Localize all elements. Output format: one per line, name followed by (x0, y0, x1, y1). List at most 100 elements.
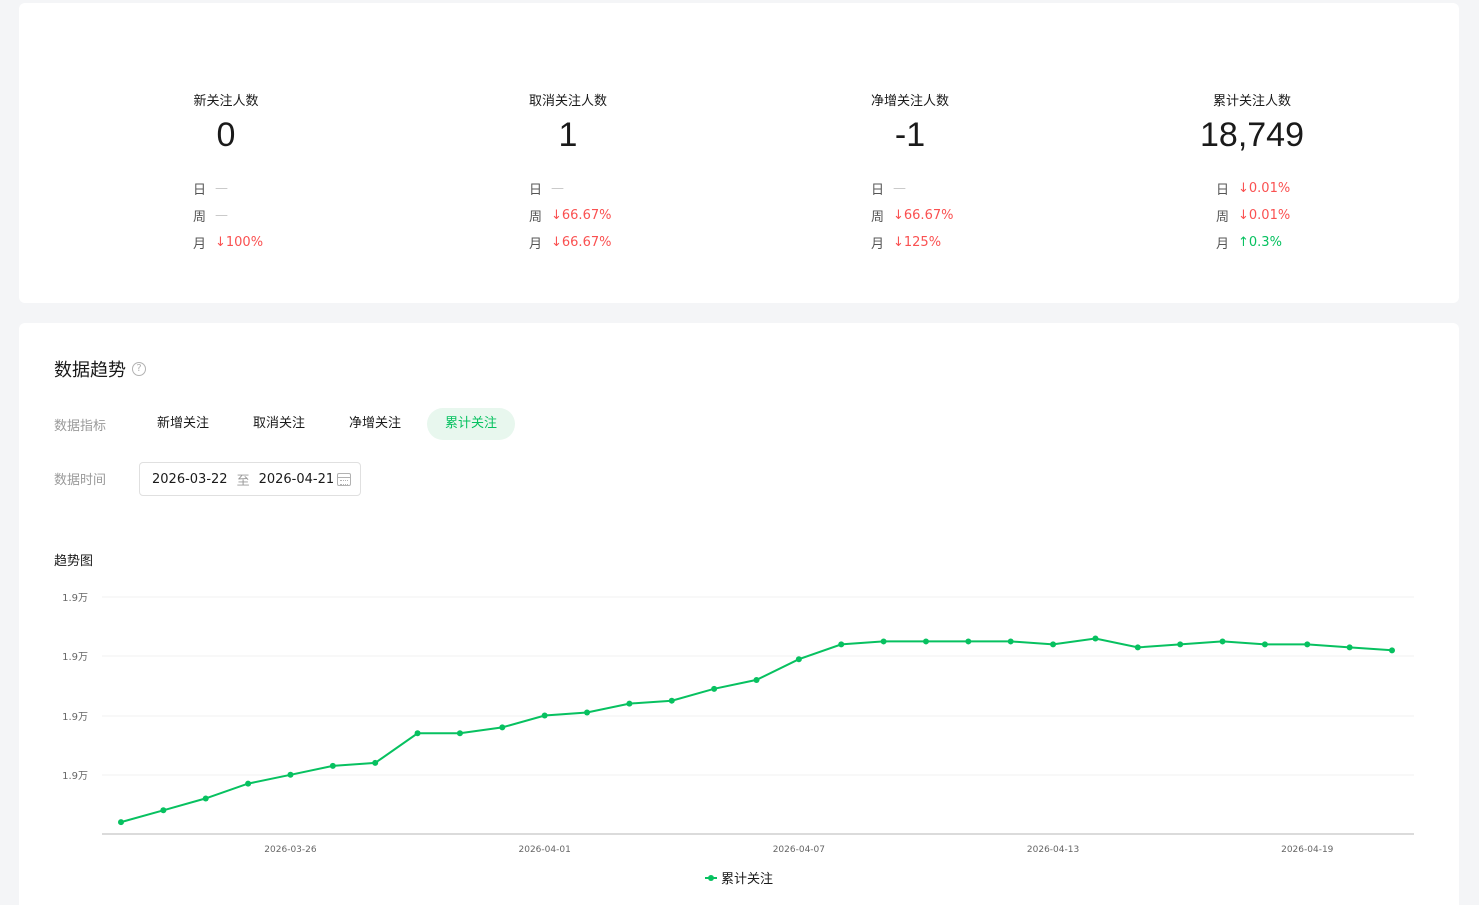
data-point (541, 712, 548, 719)
data-point (202, 795, 209, 802)
x-tick-label: 2026-04-13 (1027, 845, 1079, 855)
row-label: 月 (871, 237, 885, 252)
y-tick-label: 1.9万 (62, 652, 88, 663)
data-point (287, 771, 294, 778)
stat-row-day: 日 — (871, 175, 953, 202)
data-point (965, 638, 972, 645)
stat-rows: 日 ↓0.01% 周 ↓0.01% 月 ↑0.3% (1216, 175, 1290, 256)
data-point (1346, 644, 1353, 651)
data-point (795, 656, 802, 663)
data-point (1389, 647, 1395, 654)
date-separator: 至 (236, 473, 250, 489)
data-point (1219, 638, 1226, 645)
row-label: 周 (193, 210, 207, 225)
stat-rows: 日 — 周 — 月 ↓100% (193, 175, 263, 256)
tab-total-follow[interactable]: 累计关注 (427, 408, 516, 440)
stat-row-month: 月 ↓100% (193, 229, 263, 256)
row-value: — (215, 181, 228, 196)
stat-value: 18,749 (1200, 116, 1304, 154)
stats-card: 新关注人数 0 日 — 周 — 月 ↓100% 取消关注人数 1 日 — 周 ↓66.67… (19, 3, 1459, 303)
chart-title: 趋势图 (54, 554, 94, 569)
row-value: ↓100% (215, 235, 264, 250)
stat-row-month: 月 ↓66.67% (529, 229, 611, 256)
row-label: 周 (529, 210, 543, 225)
data-point (922, 638, 929, 645)
stat-value: 0 (216, 116, 236, 154)
data-point (753, 676, 760, 683)
row-value: ↓125% (893, 235, 942, 250)
data-point (160, 807, 167, 814)
stat-row-week: 周 ↓66.67% (529, 202, 611, 229)
time-label: 数据时间 (54, 473, 107, 488)
row-label: 日 (193, 183, 207, 198)
data-point (1304, 641, 1311, 648)
row-value: ↑0.3% (1238, 235, 1282, 250)
data-point (880, 638, 887, 645)
tab-net-follow[interactable]: 净增关注 (349, 416, 402, 431)
row-value: ↓66.67% (893, 208, 954, 223)
row-value: ↓0.01% (1238, 208, 1291, 223)
x-tick-label: 2026-04-19 (1281, 845, 1334, 855)
stat-value: 1 (558, 116, 578, 154)
row-label: 月 (529, 237, 543, 252)
tab-unfollow[interactable]: 取消关注 (253, 416, 306, 431)
row-label: 周 (871, 210, 885, 225)
row-value: — (215, 208, 228, 223)
data-point (499, 724, 506, 731)
data-point (668, 697, 675, 704)
legend-label: 累计关注 (721, 872, 774, 887)
date-end[interactable]: 2026-04-21 (258, 471, 335, 487)
stat-title: 取消关注人数 (528, 94, 608, 109)
trend-chart: 1.9万 1.9万 1.9万 1.9万 2026-03-26 2026-04-01 2026… (62, 593, 1414, 855)
data-point (1092, 635, 1099, 642)
data-point (245, 780, 252, 787)
metric-tabs: 新增关注 取消关注 净增关注 累计关注 (139, 408, 523, 440)
stat-row-month: 月 ↑0.3% (1216, 229, 1290, 256)
data-point (414, 730, 421, 737)
data-point (838, 641, 845, 648)
data-point (1050, 641, 1057, 648)
data-point (456, 730, 463, 737)
x-tick-label: 2026-04-01 (519, 845, 571, 855)
metric-label: 数据指标 (54, 419, 107, 434)
row-value: — (551, 181, 564, 196)
row-label: 日 (1216, 183, 1230, 198)
stat-row-week: 周 ↓0.01% (1216, 202, 1290, 229)
tab-new-follow[interactable]: 新增关注 (157, 416, 210, 431)
data-point (1007, 638, 1014, 645)
date-range-picker[interactable]: 2026-03-22 至 2026-04-21 (139, 462, 361, 496)
row-value: — (893, 181, 906, 196)
stat-row-day: 日 — (529, 175, 611, 202)
data-point (584, 709, 591, 716)
stat-title: 累计关注人数 (1212, 94, 1292, 109)
stat-row-day: 日 ↓0.01% (1216, 175, 1290, 202)
stat-value: -1 (894, 116, 926, 154)
row-label: 周 (1216, 210, 1230, 225)
data-point (626, 700, 633, 707)
y-tick-label: 1.9万 (62, 712, 88, 723)
section-title: 数据趋势 ? (54, 356, 146, 382)
data-point (372, 759, 379, 766)
row-label: 月 (193, 237, 207, 252)
data-point (1261, 641, 1268, 648)
y-tick-label: 1.9万 (62, 771, 88, 782)
date-start[interactable]: 2026-03-22 (152, 471, 228, 487)
data-point (1177, 641, 1184, 648)
trend-card: 数据趋势 ? 数据指标 新增关注 取消关注 净增关注 累计关注 数据时间 202… (19, 323, 1459, 905)
section-title-text: 数据趋势 (54, 360, 126, 381)
row-value: ↓0.01% (1238, 181, 1291, 196)
data-point (711, 685, 718, 692)
calendar-icon[interactable] (337, 473, 351, 486)
row-value: ↓66.67% (551, 208, 612, 223)
data-point (118, 819, 124, 826)
help-circle-icon[interactable]: ? (132, 362, 146, 376)
stat-row-week: 周 — (193, 202, 263, 229)
stat-rows: 日 — 周 ↓66.67% 月 ↓66.67% (529, 175, 611, 256)
chart-legend[interactable]: 累计关注 (705, 868, 773, 887)
row-value: ↓66.67% (551, 235, 612, 250)
stat-row-week: 周 ↓66.67% (871, 202, 953, 229)
stat-row-day: 日 — (193, 175, 263, 202)
x-tick-label: 2026-03-26 (264, 845, 317, 855)
x-tick-label: 2026-04-07 (773, 845, 825, 855)
data-point (329, 762, 336, 769)
